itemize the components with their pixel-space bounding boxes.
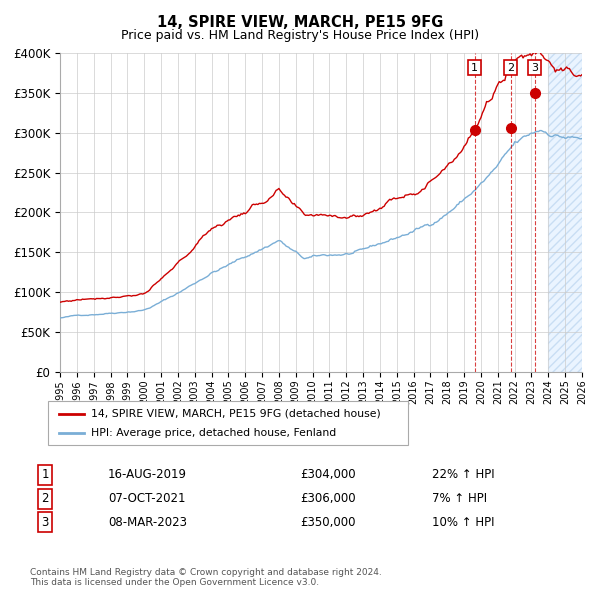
Text: HPI: Average price, detached house, Fenland: HPI: Average price, detached house, Fenl… xyxy=(91,428,337,438)
Text: 08-MAR-2023: 08-MAR-2023 xyxy=(108,516,187,529)
Text: 22% ↑ HPI: 22% ↑ HPI xyxy=(432,468,494,481)
Text: 2: 2 xyxy=(507,63,514,73)
Text: 16-AUG-2019: 16-AUG-2019 xyxy=(108,468,187,481)
Text: 1: 1 xyxy=(41,468,49,481)
Text: 2: 2 xyxy=(41,492,49,505)
Text: £306,000: £306,000 xyxy=(300,492,356,505)
Text: 1: 1 xyxy=(471,63,478,73)
Text: Price paid vs. HM Land Registry's House Price Index (HPI): Price paid vs. HM Land Registry's House … xyxy=(121,30,479,42)
Text: 10% ↑ HPI: 10% ↑ HPI xyxy=(432,516,494,529)
FancyBboxPatch shape xyxy=(48,401,408,445)
Bar xyxy=(548,53,582,372)
Text: 7% ↑ HPI: 7% ↑ HPI xyxy=(432,492,487,505)
Text: 3: 3 xyxy=(41,516,49,529)
Text: 14, SPIRE VIEW, MARCH, PE15 9FG (detached house): 14, SPIRE VIEW, MARCH, PE15 9FG (detache… xyxy=(91,409,381,418)
Text: 14, SPIRE VIEW, MARCH, PE15 9FG: 14, SPIRE VIEW, MARCH, PE15 9FG xyxy=(157,15,443,30)
Text: £304,000: £304,000 xyxy=(300,468,356,481)
Bar xyxy=(548,53,582,372)
Text: 3: 3 xyxy=(531,63,538,73)
Text: £350,000: £350,000 xyxy=(300,516,355,529)
Text: 07-OCT-2021: 07-OCT-2021 xyxy=(108,492,185,505)
Text: Contains HM Land Registry data © Crown copyright and database right 2024.
This d: Contains HM Land Registry data © Crown c… xyxy=(30,568,382,587)
